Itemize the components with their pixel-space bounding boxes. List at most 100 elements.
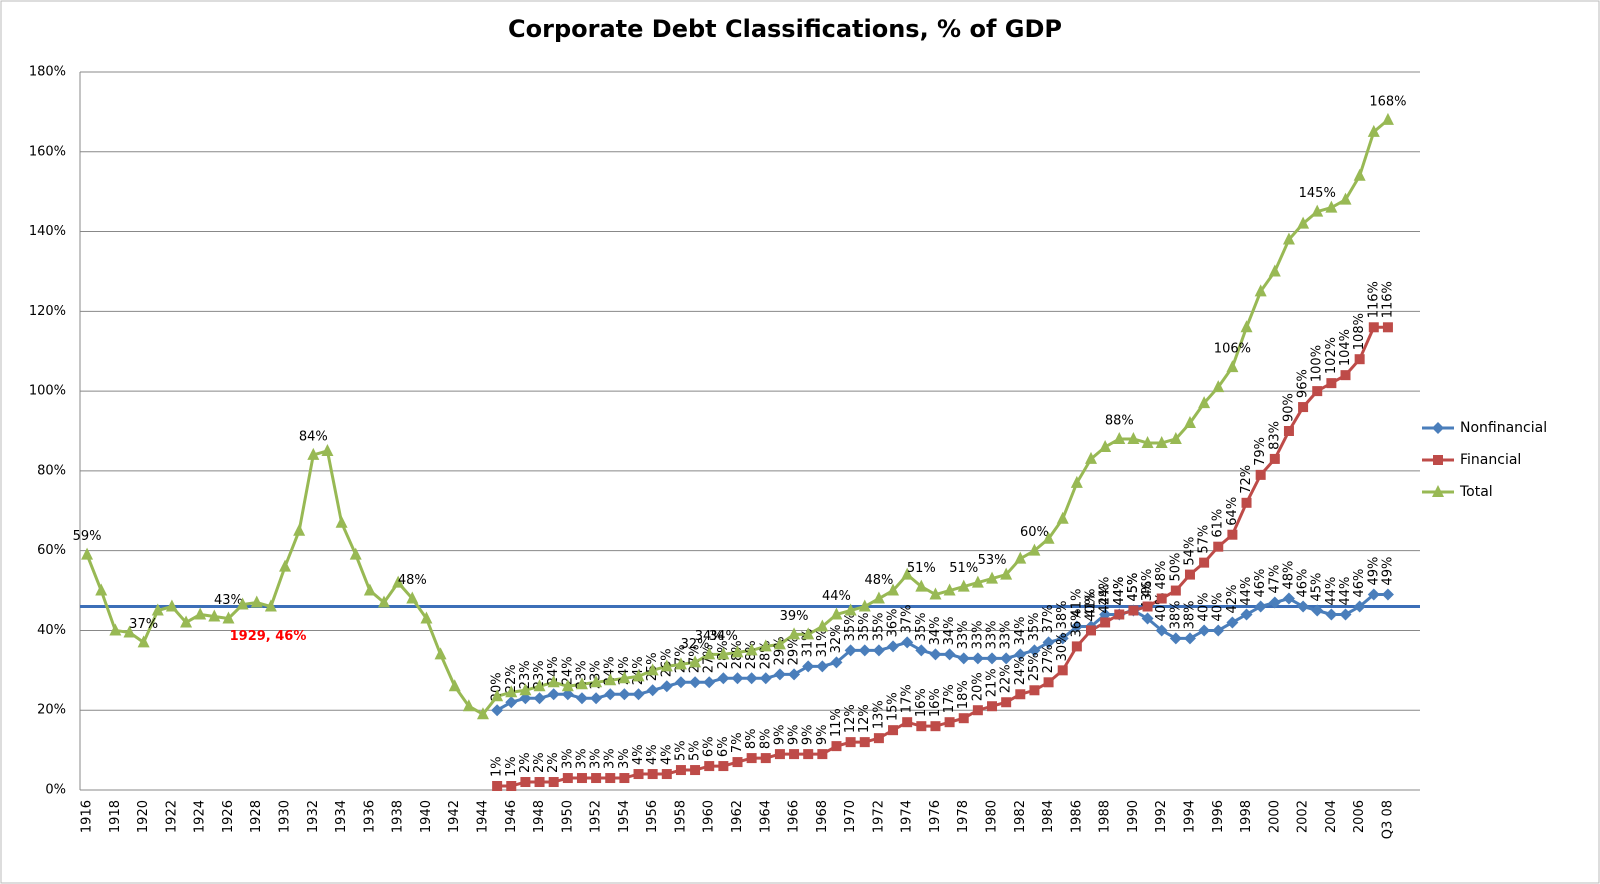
y-tick-label: 100%	[29, 384, 66, 399]
data-point	[745, 643, 758, 656]
y-tick-label: 120%	[29, 304, 66, 319]
data-point	[915, 579, 928, 592]
data-point	[548, 777, 559, 788]
data-label: 79%	[1253, 437, 1268, 466]
data-point	[704, 761, 715, 772]
data-point	[1282, 592, 1295, 605]
x-tick-label: 1990	[1126, 800, 1141, 833]
data-point	[492, 781, 503, 792]
data-point	[788, 627, 801, 640]
x-tick-label: 1982	[1013, 800, 1028, 833]
data-label: 54%	[1182, 537, 1197, 566]
data-point	[831, 741, 842, 752]
data-point	[1339, 608, 1352, 621]
x-tick-label: 1976	[928, 800, 943, 833]
data-point	[1433, 455, 1443, 465]
data-point	[293, 523, 306, 536]
data-point	[788, 668, 801, 681]
data-point	[1268, 596, 1281, 609]
data-label: 46%	[1296, 569, 1311, 598]
data-label: 2%	[518, 752, 533, 773]
data-point	[1042, 636, 1055, 649]
x-tick-label: 2002	[1296, 800, 1311, 833]
data-point	[335, 515, 348, 528]
data-label: 53%	[978, 553, 1007, 568]
data-point	[95, 583, 108, 596]
x-tick-label: 1936	[362, 800, 377, 833]
data-label: 7%	[730, 732, 745, 753]
data-label: 3%	[574, 748, 589, 769]
x-tick-label: 1970	[843, 800, 858, 833]
x-tick-label: 1968	[815, 800, 830, 833]
x-tick-label: 1928	[249, 800, 264, 833]
data-point	[1198, 396, 1211, 409]
data-point	[264, 599, 277, 612]
x-tick-label: 1960	[702, 800, 717, 833]
data-label: 36%	[886, 608, 901, 637]
data-label: 40%	[1083, 593, 1098, 622]
data-point	[576, 773, 587, 784]
data-point	[208, 609, 221, 622]
data-label: 116%	[1366, 281, 1381, 318]
data-label: 38%	[1168, 601, 1183, 630]
data-point	[434, 647, 447, 660]
data-point	[1255, 469, 1266, 480]
data-label: 45%	[1126, 573, 1141, 602]
data-label: 4%	[659, 744, 674, 765]
data-label: 35%	[914, 612, 929, 641]
data-point	[887, 583, 900, 596]
data-label: 9%	[815, 724, 830, 745]
data-point	[1183, 632, 1196, 645]
data-label: 23%	[574, 660, 589, 689]
data-label: 42%	[1098, 585, 1113, 614]
data-point	[505, 696, 518, 709]
data-label: 44%	[1239, 577, 1254, 606]
data-point	[1382, 322, 1393, 333]
data-point	[1213, 541, 1224, 552]
data-label: 35%	[871, 612, 886, 641]
data-point	[307, 447, 320, 460]
data-label: 4%	[631, 744, 646, 765]
data-point	[929, 587, 942, 600]
data-label: 13%	[871, 700, 886, 729]
data-point	[392, 575, 405, 588]
data-point	[618, 688, 631, 701]
data-point	[1325, 608, 1338, 621]
data-point	[817, 749, 828, 760]
data-label: 47%	[1267, 565, 1282, 594]
data-point	[958, 713, 969, 724]
data-point	[661, 769, 672, 780]
data-label: 104%	[1338, 329, 1353, 366]
data-point	[646, 684, 659, 697]
data-point	[590, 692, 603, 705]
data-point	[844, 644, 857, 657]
data-point	[1381, 112, 1394, 125]
data-point	[604, 688, 617, 701]
data-label: 108%	[1352, 313, 1367, 350]
data-point	[137, 635, 150, 648]
data-label: 6%	[702, 736, 717, 757]
data-label: 17%	[900, 684, 915, 713]
data-label: 5%	[673, 740, 688, 761]
x-tick-label: 1984	[1041, 800, 1056, 833]
data-label: 25%	[1027, 652, 1042, 681]
data-label: 24%	[560, 656, 575, 685]
data-label: 41%	[1083, 589, 1098, 618]
data-label: 42%	[1225, 585, 1240, 614]
x-tick-label: 1962	[730, 800, 745, 833]
data-label: 44%	[1098, 577, 1113, 606]
x-tick-label: 1956	[645, 800, 660, 833]
data-label: 61%	[1211, 509, 1226, 538]
x-tick-label: 1980	[985, 800, 1000, 833]
x-tick-label: 1996	[1211, 800, 1226, 833]
data-point	[987, 701, 998, 712]
x-tick-label: 2004	[1324, 800, 1339, 833]
data-point	[690, 765, 701, 776]
data-point	[1015, 689, 1026, 700]
y-tick-label: 0%	[45, 783, 66, 798]
data-label: 31%	[815, 628, 830, 657]
data-point	[1326, 378, 1337, 389]
data-point	[1353, 168, 1366, 181]
data-label: 34%	[695, 629, 724, 644]
data-point	[533, 679, 546, 692]
